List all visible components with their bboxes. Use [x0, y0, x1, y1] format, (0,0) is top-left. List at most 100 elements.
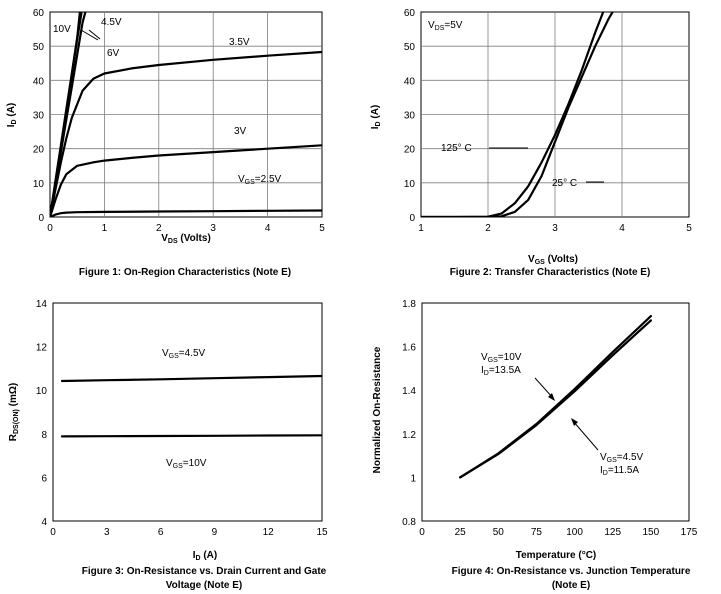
fig3-y-axis-label: RDS(ON) (mΩ) [8, 383, 20, 441]
fig4-leader-4-5v [572, 420, 599, 451]
fig4-y-tick-1: 1 [410, 473, 416, 484]
fig4-x-tick-50: 50 [493, 527, 505, 538]
fig4-y-axis-label: Normalized On-Resistance [372, 346, 383, 473]
fig3-caption-line2: Voltage (Note E) [166, 580, 242, 591]
fig3-plot-frame [52, 302, 323, 522]
fig1-x-tick-4: 4 [265, 223, 271, 234]
fig3-x-tick-6: 6 [158, 527, 164, 538]
fig2-x-tick-5: 5 [686, 223, 692, 234]
fig1-y-tick-20: 20 [33, 145, 45, 156]
fig3-y-tick-14: 14 [36, 299, 48, 310]
fig1-leader-4-5v [88, 29, 101, 40]
fig3-label-vgs-10v: VGS=10V [166, 458, 207, 470]
fig4-y-tick-1-2: 1.2 [402, 430, 416, 441]
fig1-x-tick-labels: 0 1 2 3 4 5 [47, 223, 325, 234]
fig2-y-tick-20: 20 [404, 145, 416, 156]
fig3-x-tick-15: 15 [316, 527, 328, 538]
fig4-x-tick-150: 150 [643, 527, 660, 538]
fig1-y-tick-60: 60 [33, 8, 45, 19]
fig1-gridlines [50, 12, 322, 217]
fig4-x-tick-25: 25 [455, 527, 467, 538]
fig2-y-axis-label: ID (A) [370, 105, 382, 130]
fig2-label-25c: 25° C [552, 178, 577, 189]
fig1-label-vgs-2-5v: VGS=2.5V [238, 174, 282, 186]
fig1-label-6v: 6V [107, 48, 120, 59]
fig3-series-vgs-10v [60, 434, 322, 438]
fig3-x-tick-0: 0 [50, 527, 56, 538]
fig1-y-tick-0: 0 [38, 213, 44, 224]
fig3-y-tick-8: 8 [41, 430, 47, 441]
fig2-x-tick-4: 4 [619, 223, 625, 234]
fig2-x-tick-labels: 1 2 3 4 5 [418, 223, 692, 234]
fig4-curves [459, 315, 653, 479]
fig3-y-tick-12: 12 [36, 343, 48, 354]
fig3-label-vgs-4-5v: VGS=4.5V [162, 348, 206, 360]
fig2-caption: Figure 2: Transfer Characteristics (Note… [450, 267, 651, 278]
fig3-x-tick-9: 9 [212, 527, 218, 538]
fig2-y-tick-40: 40 [404, 76, 416, 87]
fig2-curves [421, 12, 614, 217]
fig1-label-3-5v: 3.5V [229, 37, 250, 48]
fig4-y-tick-1-4: 1.4 [402, 386, 416, 397]
fig2-x-tick-3: 3 [552, 223, 558, 234]
fig4-label-vgs-10v: VGS=10V [481, 352, 522, 364]
fig2-x-tick-2: 2 [485, 223, 491, 234]
fig1-y-tick-40: 40 [33, 76, 45, 87]
fig1-x-axis-label: VDS (Volts) [161, 233, 211, 245]
fig3-x-tick-3: 3 [104, 527, 110, 538]
fig4-y-tick-0-8: 0.8 [402, 517, 416, 528]
fig2-x-tick-1: 1 [418, 223, 424, 234]
fig4-x-tick-100: 100 [566, 527, 583, 538]
fig3-x-tick-12: 12 [263, 527, 275, 538]
fig4-x-axis-label: Temperature (°C) [516, 550, 597, 561]
fig3-series-vgs-4-5v [60, 374, 322, 383]
fig3-y-tick-10: 10 [36, 386, 48, 397]
fig1-x-tick-2: 2 [156, 223, 162, 234]
fig1-series-3-5v [50, 50, 322, 217]
fig4-arrowhead-10v [548, 393, 555, 401]
fig4-x-tick-125: 125 [604, 527, 621, 538]
fig4-x-tick-75: 75 [531, 527, 543, 538]
fig2-label-vds-5v: VDS=5V [428, 20, 463, 32]
fig4-y-tick-labels: 0.8 1 1.2 1.4 1.6 1.8 [402, 299, 416, 528]
fig2-y-tick-60: 60 [404, 8, 416, 19]
fig3-y-tick-6: 6 [41, 473, 47, 484]
fig1-label-3v: 3V [234, 126, 247, 137]
fig1-series-3v [50, 144, 322, 217]
fig4-caption-line2: (Note E) [552, 580, 590, 591]
fig4-leader-10v [534, 377, 554, 399]
fig2-y-tick-10: 10 [404, 179, 416, 190]
fig4-label-vgs-4-5v: VGS=4.5V [600, 452, 644, 464]
figure-4-rdson-vs-temp: 0 25 50 75 100 125 150 175 0.8 1 1.2 1.4 1.6 1.8 VGS… [372, 299, 698, 591]
fig1-x-tick-3: 3 [210, 223, 216, 234]
fig2-label-125c: 125° C [441, 143, 472, 154]
fig4-caption-line1: Figure 4: On-Resistance vs. Junction Tem… [452, 566, 691, 577]
fig1-y-axis-label: ID (A) [6, 103, 18, 128]
fig1-label-10v: 10V [53, 24, 71, 35]
fig1-label-4-5v: 4.5V [101, 17, 122, 28]
fig4-y-tick-1-8: 1.8 [402, 299, 416, 310]
fig4-x-tick-0: 0 [419, 527, 425, 538]
fig2-y-tick-50: 50 [404, 42, 416, 53]
fig4-plot-frame [421, 302, 690, 522]
fig4-arrowhead-4-5v [571, 418, 578, 426]
fig4-x-tick-175: 175 [681, 527, 698, 538]
fig1-y-tick-30: 30 [33, 111, 45, 122]
fig1-series-6v [50, 12, 87, 217]
fig1-x-tick-5: 5 [319, 223, 325, 234]
fig3-x-axis-label: ID (A) [193, 550, 218, 562]
fig3-y-tick-labels: 4 6 8 10 12 14 [36, 299, 48, 528]
fig2-y-tick-labels: 0 10 20 30 40 50 60 [404, 8, 416, 224]
fig4-label-id-11-5a: ID=11.5A [600, 465, 639, 477]
figure-3-rdson-vs-id: 0 3 6 9 12 15 4 6 8 10 12 14 VGS=4.5V VGS=10V ID (… [8, 299, 328, 591]
fig4-series-vgs-4-5v-id-11-5a [459, 319, 653, 479]
fig1-leader-10v [80, 29, 99, 41]
fig2-x-axis-label: VGS (Volts) [528, 254, 578, 266]
fig1-x-tick-1: 1 [102, 223, 108, 234]
fig1-y-tick-labels: 0 10 20 30 40 50 60 [33, 8, 45, 224]
fig2-series-25-c [421, 12, 614, 217]
fig2-gridlines [421, 12, 689, 217]
fig1-curves [50, 12, 322, 217]
